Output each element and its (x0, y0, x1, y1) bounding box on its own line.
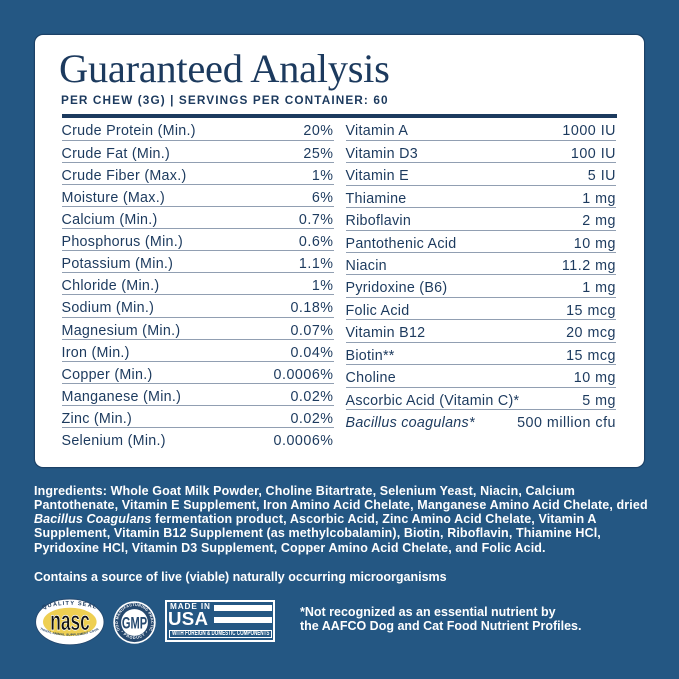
svg-text:QUALITY SEAL: QUALITY SEAL (42, 600, 98, 610)
svg-text:GMP: GMP (121, 613, 146, 632)
svg-text:nasc: nasc (50, 604, 90, 635)
